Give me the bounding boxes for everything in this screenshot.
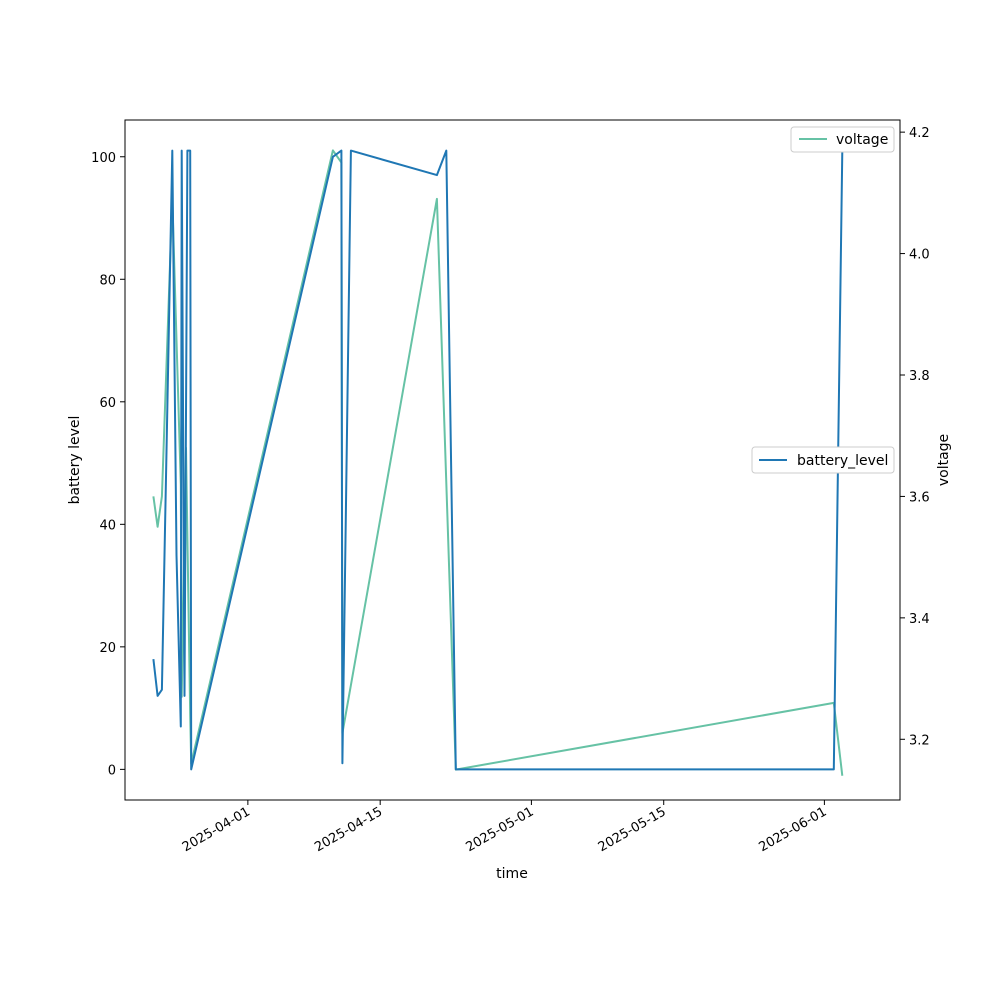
y-right-tick-label: 4.2 bbox=[909, 126, 930, 141]
y-left-tick-label: 20 bbox=[99, 641, 116, 656]
y-right-tick-label: 3.8 bbox=[909, 369, 930, 384]
legend-battery-level-label: battery_level bbox=[797, 453, 888, 469]
x-tick-label: 2025-05-15 bbox=[596, 804, 669, 855]
y-left-tick-label: 60 bbox=[99, 396, 116, 411]
y-left-tick-label: 40 bbox=[99, 518, 116, 533]
legend-voltage-label: voltage bbox=[836, 132, 888, 148]
series-layer bbox=[152, 149, 844, 776]
y-right-tick-label: 4.0 bbox=[909, 248, 930, 263]
x-tick-label: 2025-05-01 bbox=[463, 804, 536, 855]
y-right-tick-label: 3.6 bbox=[909, 490, 930, 505]
y-axis-label-right: voltage bbox=[936, 434, 952, 486]
series-line-battery-level bbox=[152, 149, 844, 771]
y-right-tick-label: 3.4 bbox=[909, 612, 930, 627]
x-axis-label: time bbox=[496, 866, 528, 882]
x-tick-label: 2025-04-15 bbox=[312, 804, 385, 855]
y-left-tick-label: 0 bbox=[108, 763, 116, 778]
y-left-tick-label: 80 bbox=[99, 273, 116, 288]
y-left-tick-label: 100 bbox=[91, 151, 116, 166]
y-right-tick-label: 3.2 bbox=[909, 733, 930, 748]
legend-voltage-box bbox=[790, 126, 895, 153]
legend-voltage: voltage bbox=[790, 126, 895, 153]
x-tick-label: 2025-04-01 bbox=[180, 804, 253, 855]
legend-battery-level-box bbox=[751, 446, 895, 474]
x-tick-label: 2025-06-01 bbox=[756, 804, 829, 855]
legend-battery-level: battery_level bbox=[751, 446, 895, 474]
y-axis-label-left: battery level bbox=[67, 416, 83, 505]
